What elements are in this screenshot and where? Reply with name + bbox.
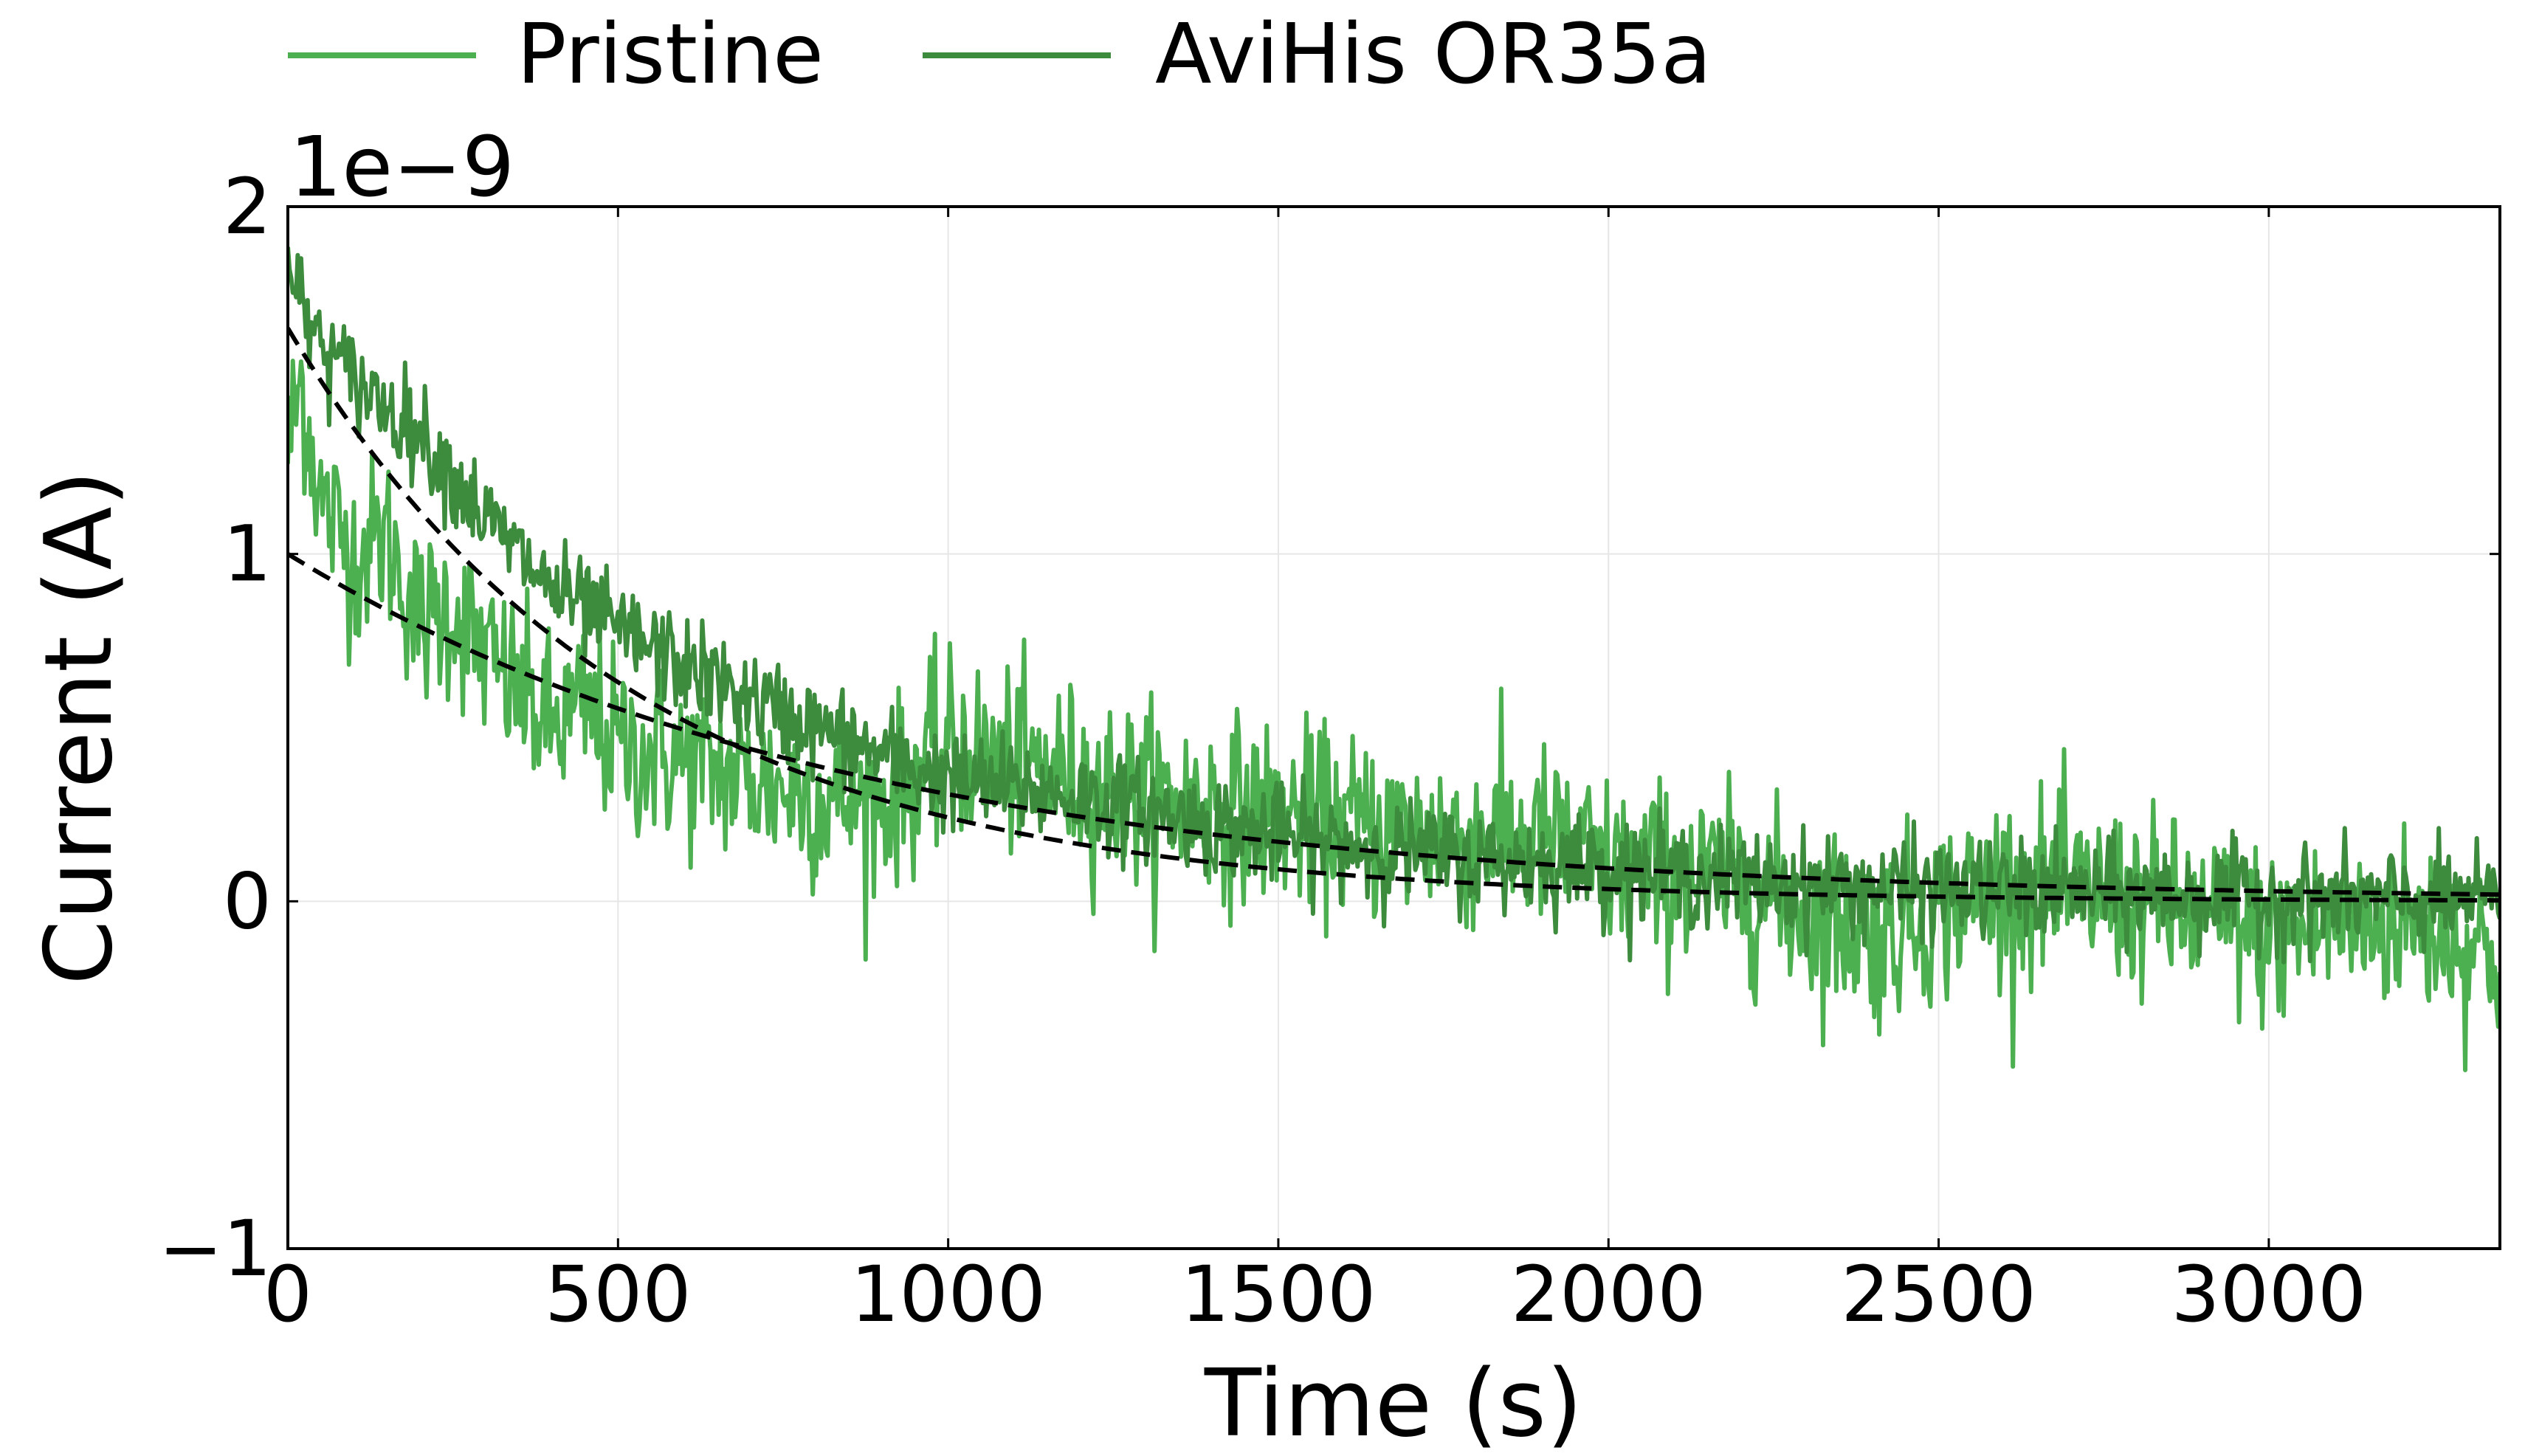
x-tick-label-0: 0 (263, 1249, 312, 1339)
y-tick-label-3: 2 (223, 162, 272, 252)
legend-label-avihis: AviHis OR35a (1155, 7, 1712, 103)
legend: Pristine AviHis OR35a (288, 7, 1712, 103)
y-axis-label: Current (A) (24, 470, 133, 985)
x-tick-label-6: 3000 (2171, 1249, 2367, 1339)
y-tick-label-0: −1 (159, 1204, 272, 1294)
x-tick-label-3: 1500 (1181, 1249, 1377, 1339)
y-tick-label-1: 0 (223, 856, 272, 946)
x-tick-label-2: 1000 (850, 1249, 1046, 1339)
legend-label-pristine: Pristine (517, 7, 824, 103)
x-tick-label-4: 2000 (1511, 1249, 1706, 1339)
x-tick-label-5: 2500 (1841, 1249, 2036, 1339)
x-tick-label-1: 500 (545, 1249, 692, 1339)
plot-frame (286, 205, 2501, 1250)
y-offset-text: 1e−9 (289, 120, 514, 215)
fit-line-0 (288, 552, 2500, 897)
fit-layer (288, 327, 2500, 903)
fit-line-1 (288, 327, 2500, 903)
series-line-0 (288, 359, 2500, 1072)
y-tick-label-2: 1 (223, 509, 272, 599)
x-axis-label: Time (s) (1204, 1349, 1582, 1456)
series-layer (288, 246, 2500, 1072)
